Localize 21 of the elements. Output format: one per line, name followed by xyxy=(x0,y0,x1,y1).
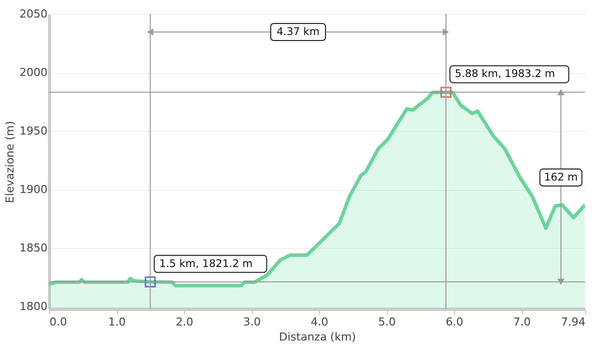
x-tick-label: 1.0 xyxy=(108,316,126,328)
annotation: 5.88 km, 1983.2 m xyxy=(454,68,555,80)
x-tick-label: 2.0 xyxy=(176,316,194,328)
y-tick-label: 1950 xyxy=(20,124,48,138)
annotation: 1.5 km, 1821.2 m xyxy=(159,258,253,270)
x-tick-label: 4.0 xyxy=(310,316,328,328)
x-tick-label: 0.0 xyxy=(50,316,67,328)
y-tick-label: 1800 xyxy=(20,300,48,314)
x-tick-label: 7.94 xyxy=(561,316,586,328)
x-axis-title: Distanza (km) xyxy=(279,330,356,344)
annotation: 4.37 km xyxy=(276,26,320,38)
y-tick-label: 2000 xyxy=(20,66,48,80)
x-tick-label: 5.0 xyxy=(378,316,396,328)
y-tick-label: 1850 xyxy=(20,242,48,255)
x-tick-label: 6.0 xyxy=(446,316,464,328)
y-axis-title: Elevazione (m) xyxy=(4,120,17,204)
y-tick-label: 2050 xyxy=(20,8,48,20)
y-tick-label: 1900 xyxy=(20,183,48,196)
x-tick-label: 3.0 xyxy=(243,316,261,328)
x-tick-label: 7.0 xyxy=(513,316,531,328)
annotation: 162 m xyxy=(544,172,578,184)
